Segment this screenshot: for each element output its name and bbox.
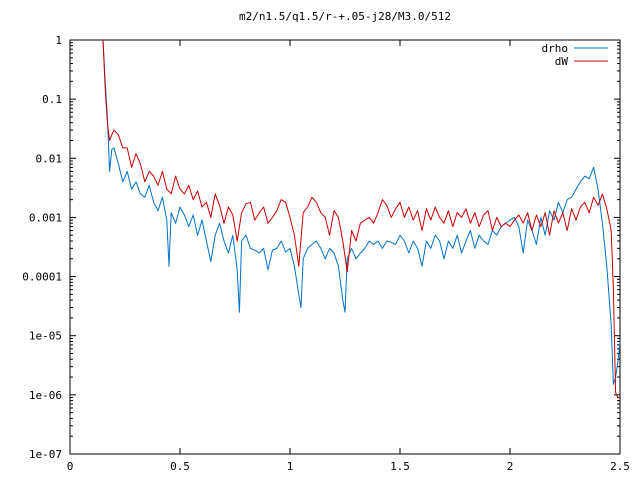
y-tick-label: 0.0001 xyxy=(22,271,62,284)
y-tick-label: 1 xyxy=(55,34,62,47)
chart-title: m2/n1.5/q1.5/r-+.05-j28/M3.0/512 xyxy=(239,10,451,23)
series-line-drho xyxy=(102,39,621,385)
y-tick-label: 0.01 xyxy=(36,152,63,165)
x-tick-label: 2.5 xyxy=(610,460,630,473)
y-tick-label: 1e-07 xyxy=(29,448,62,461)
series-layer xyxy=(102,39,621,399)
y-tick-label: 0.001 xyxy=(29,211,62,224)
x-tick-label: 1.5 xyxy=(390,460,410,473)
x-tick-label: 0 xyxy=(67,460,74,473)
legend-label-dw: dW xyxy=(555,55,569,68)
y-tick-label: 1e-05 xyxy=(29,330,62,343)
plot-frame xyxy=(69,39,621,455)
x-tick-label: 2 xyxy=(507,460,514,473)
x-tick-label: 1 xyxy=(287,460,294,473)
x-axis: 0 0.5 1 1.5 2 2.5 xyxy=(67,40,630,473)
series-line-dw xyxy=(102,39,620,399)
y-axis: 1 0.1 0.01 0.001 0.0001 1e-05 1e-06 1e-07 xyxy=(22,34,620,461)
y-tick-label: 0.1 xyxy=(42,93,62,106)
y-tick-label: 1e-06 xyxy=(29,389,62,402)
x-tick-label: 0.5 xyxy=(170,460,190,473)
legend-label-drho: drho xyxy=(542,42,569,55)
